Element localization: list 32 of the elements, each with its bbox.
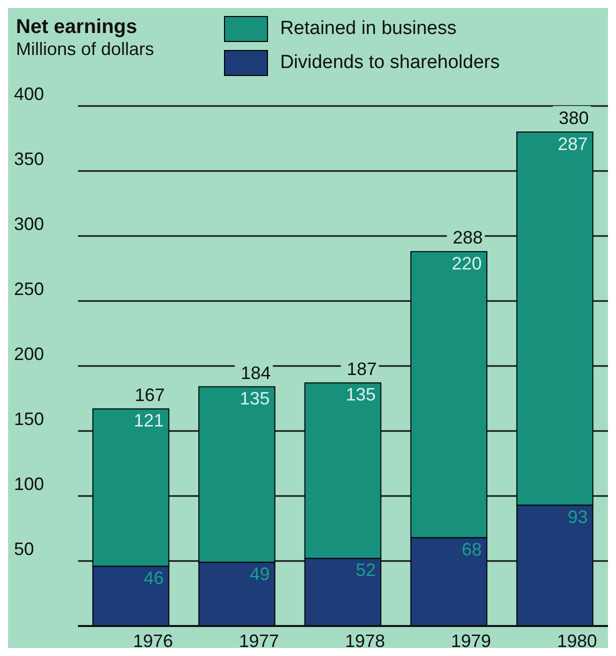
total-label: 184 xyxy=(240,362,271,383)
legend-label: Dividends to shareholders xyxy=(280,52,500,74)
data-label: 93 xyxy=(568,506,588,527)
x-tick-label: 1976 xyxy=(132,630,174,651)
total-label: 187 xyxy=(346,358,377,379)
x-tick-label: 1978 xyxy=(344,630,386,651)
total-label: 288 xyxy=(452,228,483,248)
data-label: 121 xyxy=(134,410,164,431)
data-label: 220 xyxy=(452,253,482,274)
total-label: 167 xyxy=(134,384,165,405)
data-label: 52 xyxy=(356,560,376,580)
data-label: 68 xyxy=(462,539,482,560)
chart-title: Net earnings xyxy=(16,16,138,39)
data-label: 135 xyxy=(240,388,270,409)
y-tick-label: 250 xyxy=(14,279,44,299)
y-tick-label: 200 xyxy=(14,344,44,364)
x-tick-label: 1980 xyxy=(556,630,598,651)
y-tick-label: 50 xyxy=(14,539,34,559)
data-label: 46 xyxy=(144,568,164,588)
x-tick-label: 1979 xyxy=(450,630,492,651)
y-tick-label: 300 xyxy=(14,214,44,234)
total-label: 380 xyxy=(558,108,589,128)
data-label: 135 xyxy=(346,384,376,405)
y-tick-label: 350 xyxy=(14,149,44,169)
x-tick-label: 1977 xyxy=(238,630,280,651)
y-tick-label: 150 xyxy=(14,409,44,429)
y-tick-label: 400 xyxy=(14,84,44,104)
y-tick-label: 100 xyxy=(14,474,44,494)
legend-label: Retained in business xyxy=(280,18,456,40)
data-label: 49 xyxy=(250,564,270,584)
data-label: 287 xyxy=(558,134,588,154)
chart-subtitle: Millions of dollars xyxy=(16,39,154,60)
